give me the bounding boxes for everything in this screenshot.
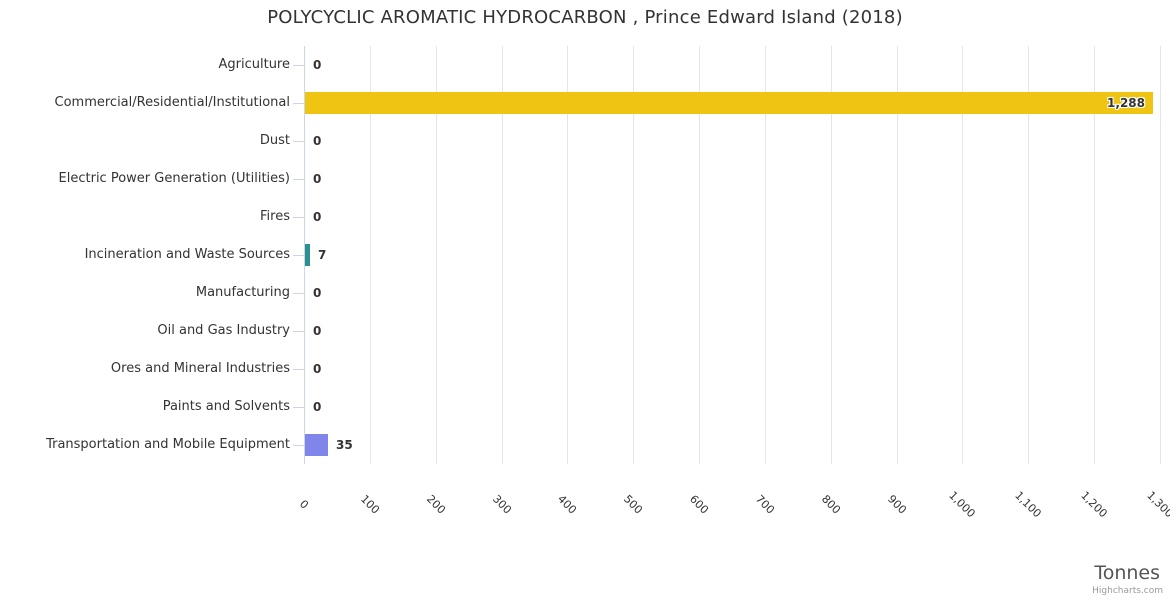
bar-value-label: 0 xyxy=(313,172,322,186)
x-axis-tick-label: 1,200 xyxy=(1078,488,1110,521)
gridline xyxy=(962,46,963,464)
category-label: Ores and Mineral Industries xyxy=(110,361,290,376)
category-tick xyxy=(293,141,304,142)
x-axis-title: Tonnes xyxy=(1094,562,1160,584)
x-axis-tick-label: 1,100 xyxy=(1012,488,1044,521)
category-label: Paints and Solvents xyxy=(162,399,290,414)
bar-value-label: 0 xyxy=(313,362,322,376)
category-tick xyxy=(293,217,304,218)
bar-value-label: 0 xyxy=(313,134,322,148)
category-label: Agriculture xyxy=(218,57,291,72)
category-label: Manufacturing xyxy=(195,285,290,300)
category-label: Dust xyxy=(259,133,290,148)
gridline xyxy=(831,46,832,464)
x-axis-tick-label: 0 xyxy=(296,497,312,512)
bar[interactable] xyxy=(305,92,1153,114)
bar-value-label: 0 xyxy=(313,324,322,338)
bar-value-label: 0 xyxy=(313,400,322,414)
bar-value-label: 0 xyxy=(313,210,322,224)
category-tick xyxy=(293,445,304,446)
category-label: Transportation and Mobile Equipment xyxy=(46,437,290,452)
gridline xyxy=(1094,46,1095,464)
x-axis-tick-label: 200 xyxy=(423,492,449,517)
gridline xyxy=(1160,46,1161,464)
x-axis-tick-label: 900 xyxy=(884,492,910,517)
gridline xyxy=(1028,46,1029,464)
bar[interactable] xyxy=(305,244,310,266)
category-label: Commercial/Residential/Institutional xyxy=(54,95,291,110)
category-tick xyxy=(293,103,304,104)
category-label: Electric Power Generation (Utilities) xyxy=(58,171,290,186)
bar-value-label: 0 xyxy=(313,58,322,72)
gridline xyxy=(436,46,437,464)
category-tick xyxy=(293,65,304,66)
bar-value-label: 35 xyxy=(336,438,353,452)
gridline xyxy=(370,46,371,464)
bar-value-label: 7 xyxy=(318,248,327,262)
category-tick xyxy=(293,331,304,332)
x-axis-tick-label: 1,300 xyxy=(1144,488,1170,521)
category-tick xyxy=(293,293,304,294)
x-axis-tick-label: 700 xyxy=(752,492,778,517)
category-tick xyxy=(293,255,304,256)
highcharts-credit-link[interactable]: Highcharts.com xyxy=(1092,586,1163,596)
category-tick xyxy=(293,179,304,180)
gridline xyxy=(699,46,700,464)
bar[interactable] xyxy=(305,434,328,456)
x-axis-tick-label: 800 xyxy=(818,492,844,517)
category-tick xyxy=(293,407,304,408)
x-axis-tick-label: 500 xyxy=(620,492,646,517)
x-axis-tick-label: 300 xyxy=(489,492,515,517)
x-axis-tick-label: 1,000 xyxy=(946,488,978,521)
gridline xyxy=(633,46,634,464)
x-axis-tick-label: 400 xyxy=(554,492,580,517)
category-label: Fires xyxy=(260,209,290,224)
category-tick xyxy=(293,369,304,370)
bar-value-label: 0 xyxy=(313,286,322,300)
x-axis-tick-label: 600 xyxy=(686,492,712,517)
x-axis-tick-label: 100 xyxy=(357,492,383,517)
category-label: Oil and Gas Industry xyxy=(157,323,290,338)
category-label: Incineration and Waste Sources xyxy=(84,247,290,262)
chart-title: POLYCYCLIC AROMATIC HYDROCARBON , Prince… xyxy=(267,7,903,28)
bar-value-label: 1,288 xyxy=(1107,96,1145,110)
gridline xyxy=(765,46,766,464)
gridline xyxy=(897,46,898,464)
gridline xyxy=(567,46,568,464)
category-axis-line xyxy=(304,46,305,464)
gridline xyxy=(502,46,503,464)
